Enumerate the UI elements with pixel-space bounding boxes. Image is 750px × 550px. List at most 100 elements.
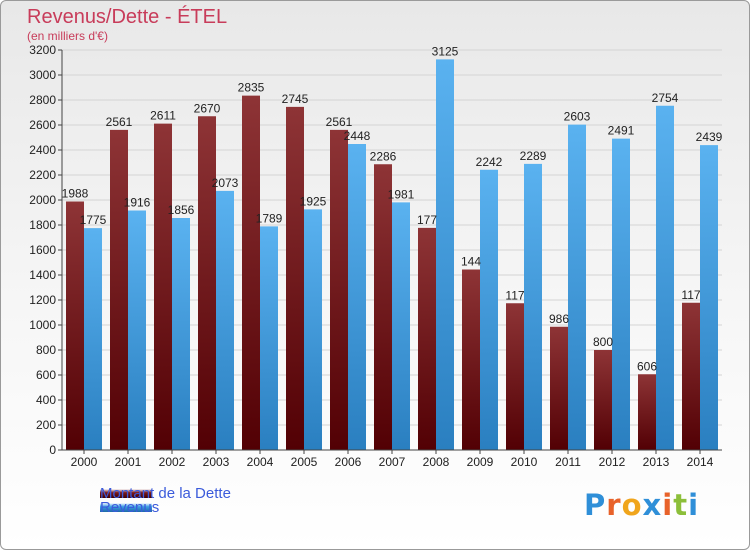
legend-label-revenue: Revenus <box>100 499 160 516</box>
y-tick-label: 200 <box>36 418 56 432</box>
logo-letter: P <box>584 488 607 522</box>
x-tick-label: 2013 <box>643 455 670 469</box>
data-label-revenue: 2603 <box>564 110 591 124</box>
y-tick-label: 1600 <box>29 243 56 257</box>
data-labels: 1988 1775 2561 1916 2611 1856 2670 2073 2835 1789… <box>62 44 723 373</box>
bar-revenue <box>700 145 718 450</box>
logo-letter: x <box>642 488 663 522</box>
data-label-debt: 986 <box>549 312 569 326</box>
bar-debt <box>506 303 524 450</box>
bar-revenue <box>172 218 190 450</box>
data-label-debt: 117 <box>505 288 524 302</box>
data-label-revenue: 2439 <box>696 130 723 144</box>
y-tick-label: 600 <box>36 368 56 382</box>
y-tick-label: 2400 <box>29 143 56 157</box>
x-tick-label: 2014 <box>687 455 714 469</box>
bar-revenue <box>612 138 630 450</box>
x-tick-label: 2006 <box>335 455 362 469</box>
x-tick-label: 2012 <box>599 455 626 469</box>
bar-debt <box>550 326 568 450</box>
bar-revenue <box>348 144 366 450</box>
logo-letter: i <box>688 488 700 522</box>
x-tick-label: 2011 <box>555 455 581 469</box>
chart-title: Revenus/Dette - ÉTEL <box>27 6 228 28</box>
bar-debt <box>286 106 304 450</box>
logo-letter: i <box>662 488 674 522</box>
legend-swatch-revenue <box>100 503 152 512</box>
y-tick-label: 0 <box>49 443 56 457</box>
y-tick-label: 3000 <box>29 68 56 82</box>
x-tick-label: 2001 <box>115 455 142 469</box>
data-label-revenue: 2754 <box>652 91 679 105</box>
bar-revenue <box>84 228 102 450</box>
data-label-revenue: 2448 <box>344 129 371 143</box>
data-label-revenue: 1856 <box>168 203 195 217</box>
data-label-revenue: 1775 <box>80 213 107 227</box>
data-label-debt: 177 <box>417 213 437 227</box>
y-tick-label: 2000 <box>29 193 56 207</box>
data-label-revenue: 1789 <box>256 211 283 225</box>
x-tick-label: 2004 <box>247 455 274 469</box>
legend-label-debt: Montant de la Dette <box>100 485 231 502</box>
logo-letter: t <box>673 488 689 522</box>
x-tick-label: 2008 <box>423 455 450 469</box>
data-label-revenue: 2491 <box>608 124 635 138</box>
y-tick-label: 1200 <box>29 293 56 307</box>
y-tick-label: 3200 <box>29 43 56 57</box>
data-label-revenue: 2242 <box>476 155 503 169</box>
data-label-debt: 2611 <box>150 109 176 123</box>
bar-debt <box>638 374 656 450</box>
proxiti-logo: Proxiti <box>584 488 699 522</box>
x-tick-label: 2010 <box>511 455 538 469</box>
data-label-debt: 2670 <box>194 101 221 115</box>
bars <box>66 59 718 450</box>
logo-letter: o <box>621 488 643 522</box>
bar-revenue <box>260 226 278 450</box>
bar-revenue <box>392 202 410 450</box>
bar-debt <box>462 269 480 450</box>
data-label-debt: 2745 <box>282 92 309 106</box>
y-tick-label: 400 <box>36 393 56 407</box>
bar-debt <box>110 129 128 450</box>
bar-debt <box>330 129 348 450</box>
bar-revenue <box>304 209 322 450</box>
bar-debt <box>66 201 84 450</box>
data-label-debt: 2835 <box>238 81 265 95</box>
data-label-revenue: 1925 <box>300 194 327 208</box>
bar-revenue <box>656 105 674 450</box>
legend-swatch-debt <box>100 489 152 498</box>
y-tick-label: 2600 <box>29 118 56 132</box>
data-label-debt: 144 <box>461 255 481 269</box>
chart-subtitle: (en milliers d'€) <box>27 29 108 43</box>
data-label-debt: 606 <box>637 359 657 373</box>
data-label-revenue: 3125 <box>432 44 459 58</box>
y-tick-label: 1000 <box>29 318 56 332</box>
data-label-debt: 2561 <box>106 115 133 129</box>
bar-debt <box>154 123 172 450</box>
bar-debt <box>418 227 436 450</box>
y-tick-label: 2200 <box>29 168 56 182</box>
bar-debt <box>198 116 216 450</box>
data-label-revenue: 1981 <box>388 187 415 201</box>
data-label-debt: 117 <box>681 288 700 302</box>
bar-debt <box>594 350 612 450</box>
x-tick-label: 2005 <box>291 455 318 469</box>
x-tick-label: 2003 <box>203 455 230 469</box>
data-label-revenue: 2289 <box>520 149 547 163</box>
bar-revenue <box>128 210 146 450</box>
data-label-debt: 2286 <box>370 149 397 163</box>
bar-revenue <box>480 169 498 450</box>
x-tick-label: 2000 <box>71 455 98 469</box>
data-label-revenue: 1916 <box>124 196 151 210</box>
data-label-debt: 2561 <box>326 115 353 129</box>
x-tick-label: 2009 <box>467 455 494 469</box>
data-label-revenue: 2073 <box>212 176 239 190</box>
axes: 0 200 400 600 800 1000 1200 1400 1600 1800 2000 220… <box>29 43 722 469</box>
bar-debt <box>242 95 260 450</box>
y-tick-label: 1800 <box>29 218 56 232</box>
bar-revenue <box>436 59 454 450</box>
y-tick-label: 800 <box>36 343 56 357</box>
x-tick-label: 2007 <box>379 455 406 469</box>
bar-debt <box>682 302 700 450</box>
data-label-debt: 1988 <box>62 187 89 201</box>
